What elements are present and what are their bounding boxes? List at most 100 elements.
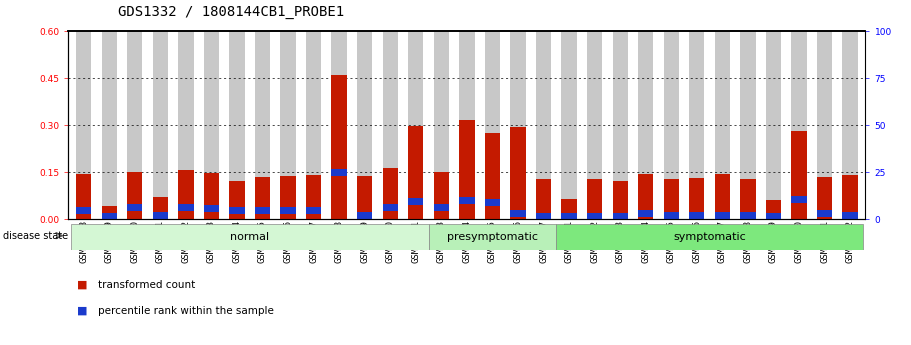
Bar [663,212,679,219]
Bar [128,172,142,219]
Text: presymptomatic: presymptomatic [447,232,537,242]
Text: ■: ■ [77,306,88,315]
Bar [101,213,117,220]
Bar [843,212,858,219]
Bar [689,31,704,219]
Bar [357,31,373,219]
Bar [230,181,245,219]
Bar [459,197,475,204]
Bar [741,31,755,219]
Bar [510,210,526,217]
Bar [612,213,628,220]
Bar [306,31,322,219]
Bar [408,126,424,219]
Bar [332,31,347,219]
Bar [612,181,628,219]
Bar [485,199,500,206]
Bar [101,31,117,219]
Bar [408,31,424,219]
Bar [587,213,602,220]
Bar [510,31,526,219]
Bar [843,31,858,219]
Bar [561,31,577,219]
Bar [204,205,219,212]
Bar [383,31,398,219]
Bar [587,179,602,219]
Bar [76,31,91,219]
Bar [612,31,628,219]
Bar [715,174,730,219]
Bar [536,31,551,219]
Bar [792,131,806,219]
Bar [255,207,271,214]
Bar [434,31,449,219]
Bar [357,176,373,219]
Bar [741,179,755,219]
Bar [766,213,781,220]
Bar [383,204,398,210]
Bar [76,207,91,214]
Bar [663,31,679,219]
Bar [71,224,428,250]
Bar [204,173,219,219]
Bar [817,177,833,219]
Bar [715,212,730,219]
Bar [204,31,219,219]
Bar [510,127,526,219]
Text: percentile rank within the sample: percentile rank within the sample [98,306,274,315]
Bar [179,31,193,219]
Bar [153,212,168,219]
Text: symptomatic: symptomatic [673,232,746,242]
Bar [306,207,322,214]
Bar [689,212,704,219]
Bar [281,176,296,219]
Bar [663,179,679,219]
Bar [332,75,347,219]
Bar [536,213,551,220]
Bar [638,31,653,219]
Bar [741,212,755,219]
Bar [230,207,245,214]
Bar [281,207,296,214]
Bar [792,31,806,219]
Bar [255,177,271,219]
Bar [638,174,653,219]
Bar [434,172,449,219]
Bar [153,31,168,219]
Bar [817,31,833,219]
Bar [76,174,91,219]
Text: ■: ■ [77,280,88,289]
Bar [434,204,449,210]
Bar [408,198,424,205]
Text: disease state: disease state [3,231,67,241]
Bar [792,196,806,203]
Bar [817,210,833,217]
Bar [766,31,781,219]
Bar [485,31,500,219]
Bar [485,133,500,219]
Bar [306,175,322,219]
Bar [843,175,858,219]
Bar [689,178,704,219]
Bar [153,197,168,219]
Text: transformed count: transformed count [98,280,196,289]
Bar [536,179,551,219]
Bar [459,31,475,219]
Bar [383,168,398,219]
Text: normal: normal [230,232,270,242]
Bar [638,210,653,217]
Bar [230,31,245,219]
Bar [179,204,193,210]
Bar [428,224,557,250]
Bar [128,204,142,210]
Text: GDS1332 / 1808144CB1_PROBE1: GDS1332 / 1808144CB1_PROBE1 [118,5,344,19]
Bar [587,31,602,219]
Bar [766,200,781,219]
Bar [715,31,730,219]
Bar [561,199,577,219]
Bar [557,224,863,250]
Bar [459,120,475,219]
Bar [128,31,142,219]
Bar [281,31,296,219]
Bar [255,31,271,219]
